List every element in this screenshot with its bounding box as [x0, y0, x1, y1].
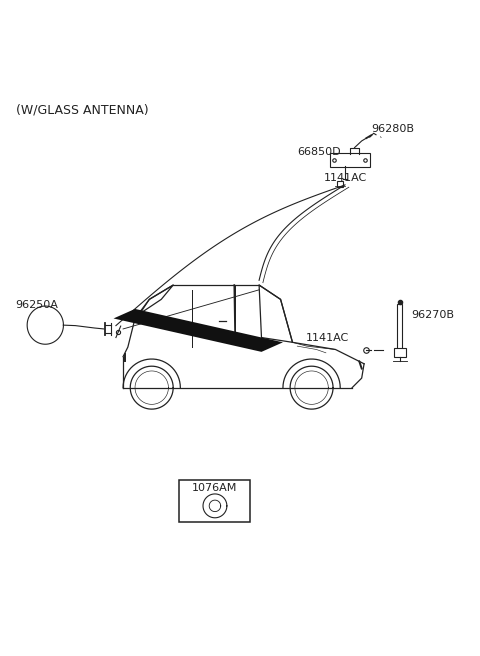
Text: 96280B: 96280B	[371, 123, 414, 134]
Text: 96250A: 96250A	[16, 300, 59, 310]
Text: 96270B: 96270B	[411, 310, 454, 319]
Text: 1141AC: 1141AC	[305, 333, 348, 344]
Polygon shape	[114, 309, 283, 352]
FancyBboxPatch shape	[180, 480, 251, 522]
FancyBboxPatch shape	[330, 153, 370, 167]
Bar	[397, 304, 402, 350]
Bar	[394, 348, 406, 357]
Text: (W/GLASS ANTENNA): (W/GLASS ANTENNA)	[16, 104, 148, 117]
Text: 1076AM: 1076AM	[192, 483, 238, 493]
Text: 66850D: 66850D	[297, 148, 341, 157]
Text: 1141AC: 1141AC	[324, 173, 367, 182]
